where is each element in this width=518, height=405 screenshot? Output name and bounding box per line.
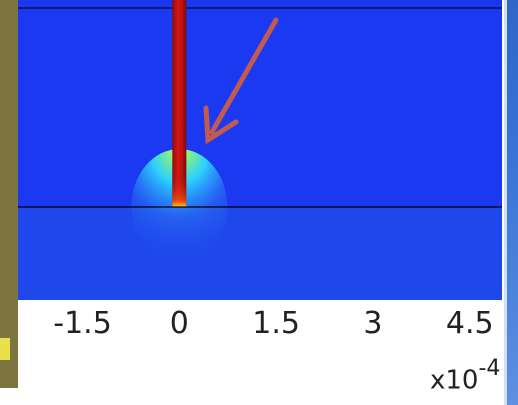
right-background-strip xyxy=(504,0,518,405)
top-edge-domain xyxy=(18,0,502,8)
x-axis-scale-exponent: -4 xyxy=(478,356,501,381)
x-tick-label: 1.5 xyxy=(252,306,300,341)
x-tick-label: 0 xyxy=(169,306,189,341)
x-axis-scale-base: x10 xyxy=(430,365,479,396)
left-background-strip xyxy=(0,0,18,388)
lower-domain xyxy=(18,207,502,300)
heatmap-plot xyxy=(18,0,502,300)
x-tick-label: 3 xyxy=(363,306,383,341)
annotation-arrow xyxy=(209,17,279,135)
annotation-arrowhead xyxy=(203,105,239,145)
heatmap-svg xyxy=(18,0,502,300)
x-tick-label: -1.5 xyxy=(53,306,112,341)
upper-domain xyxy=(18,8,502,207)
right-strip-edge xyxy=(504,0,507,405)
left-strip-highlight xyxy=(0,338,10,360)
x-tick-label: 4.5 xyxy=(445,306,494,341)
vertical-hot-strip xyxy=(172,0,187,207)
x-axis-scale-label: x10-4 xyxy=(430,356,500,396)
strip-tip-glow xyxy=(172,175,187,207)
